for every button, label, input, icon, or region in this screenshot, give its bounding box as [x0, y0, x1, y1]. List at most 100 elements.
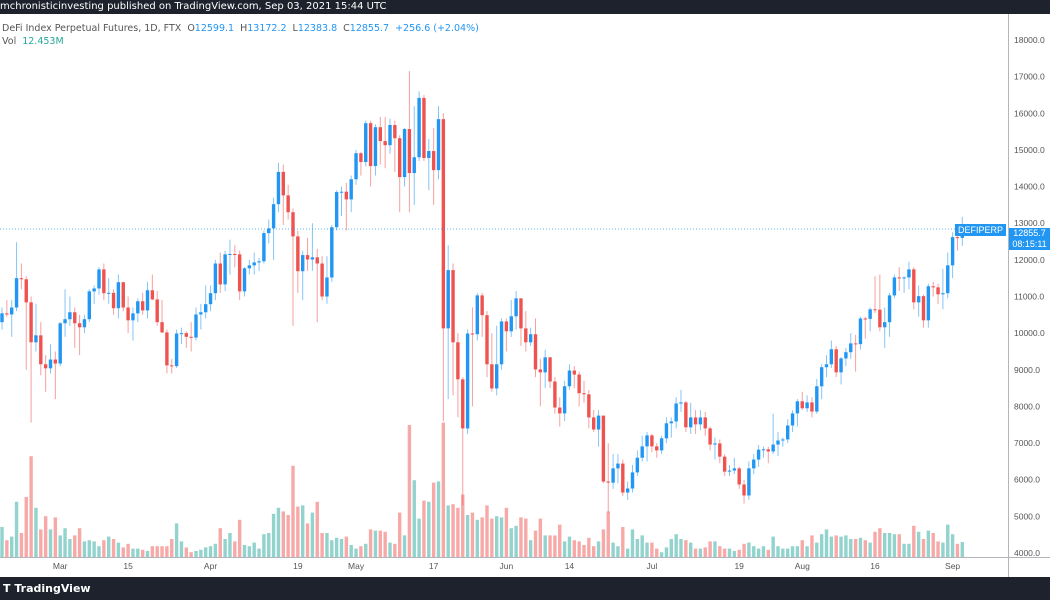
candle — [349, 175, 353, 213]
candle — [810, 397, 814, 418]
candle-body — [344, 191, 349, 200]
candle — [233, 245, 237, 268]
candle-body — [247, 265, 252, 269]
candle — [247, 259, 252, 275]
candle-body — [873, 309, 877, 311]
open-label: O — [187, 23, 195, 34]
candle-body — [538, 369, 543, 373]
low-label: L — [292, 23, 298, 34]
y-tick-label: 10000.0 — [1014, 328, 1045, 338]
price-axis[interactable]: 18000.0 17000.0 16000.0 15000.0 14000.0 13000… — [1014, 35, 1045, 558]
volume-bar — [431, 482, 436, 557]
volume-bar — [92, 541, 96, 557]
time-axis[interactable]: Mar 15 Apr 19 May 17 Jun 14 Jul 19 Aug 16 Sep — [53, 561, 961, 571]
volume-bar — [383, 531, 387, 557]
volume-bar — [145, 551, 150, 557]
candle — [601, 415, 606, 484]
y-tick-label: 9000.0 — [1014, 365, 1040, 375]
candle — [63, 289, 67, 337]
candle-body — [645, 435, 649, 447]
volume-bar — [708, 541, 712, 557]
candle — [499, 318, 504, 370]
candle-body — [562, 386, 567, 414]
candle-body — [68, 312, 72, 320]
candle-body — [0, 313, 4, 323]
volume-bar — [398, 512, 402, 557]
candle — [824, 355, 829, 378]
volume-bar — [621, 527, 625, 557]
volume-bar — [810, 535, 814, 557]
volume-bar — [543, 535, 547, 557]
y-tick-label: 5000.0 — [1014, 511, 1040, 521]
volume-bar — [402, 535, 407, 557]
candle — [912, 267, 916, 310]
y-tick-label: 11000.0 — [1014, 292, 1044, 302]
candle-body — [718, 443, 722, 457]
volume-bar — [698, 548, 703, 557]
candle-body — [223, 254, 227, 285]
volume-bar — [29, 456, 33, 557]
volume-bar — [650, 542, 654, 557]
candle — [490, 333, 494, 392]
candle — [907, 261, 911, 290]
candle-body — [446, 270, 450, 329]
candlestick-chart[interactable]: 18000.0 17000.0 16000.0 15000.0 14000.0 13000… — [0, 0, 1050, 577]
volume-bar — [334, 537, 339, 557]
volume-bar — [417, 518, 421, 557]
candle — [936, 283, 940, 304]
volume-bar — [451, 504, 455, 557]
y-tick-label: 6000.0 — [1014, 475, 1040, 485]
candle — [533, 318, 538, 378]
candle — [136, 298, 140, 323]
volume-bar — [446, 505, 450, 557]
candle — [267, 219, 271, 244]
y-tick-label: 4000.0 — [1014, 548, 1040, 558]
volume-bar — [596, 541, 601, 557]
candle-body — [107, 292, 111, 294]
volume-bar — [722, 548, 727, 557]
candle — [446, 245, 450, 400]
y-tick-label: 12000.0 — [1014, 255, 1045, 265]
candle — [228, 239, 232, 275]
candle — [334, 190, 339, 231]
candle — [417, 91, 421, 161]
volume-bar — [228, 533, 232, 557]
high-value: 13172.2 — [247, 23, 287, 34]
candle-body — [946, 265, 950, 294]
volume-bar — [625, 548, 630, 557]
candle-body — [771, 444, 775, 452]
candle — [373, 124, 378, 176]
candle-body — [732, 468, 737, 471]
candle — [868, 307, 872, 332]
candle — [771, 413, 775, 455]
candle — [320, 256, 324, 301]
candle-body — [528, 334, 533, 343]
candle — [160, 300, 164, 334]
candle — [378, 116, 382, 165]
candle — [645, 432, 649, 462]
candle-body — [572, 370, 576, 375]
candle — [504, 318, 509, 352]
volume-bar — [359, 546, 363, 557]
candle — [310, 223, 315, 271]
volume-bar — [892, 534, 897, 557]
volume-bar — [111, 539, 116, 557]
candle — [10, 300, 14, 337]
candle — [194, 307, 198, 341]
candle-body — [92, 288, 96, 292]
candle — [92, 285, 96, 304]
candle-body — [126, 307, 130, 321]
volume-bar — [863, 540, 867, 557]
candle — [800, 391, 804, 411]
candle — [354, 149, 358, 185]
candle-body — [320, 263, 324, 297]
candle-body — [480, 295, 484, 316]
candle-body — [398, 138, 402, 178]
tradingview-logo[interactable]: 𝗧 TradingView — [3, 577, 91, 600]
candle — [761, 446, 766, 458]
candle — [208, 285, 213, 312]
candle — [77, 314, 82, 356]
candle-body — [315, 257, 319, 264]
candle — [407, 71, 412, 213]
candle — [655, 443, 659, 458]
